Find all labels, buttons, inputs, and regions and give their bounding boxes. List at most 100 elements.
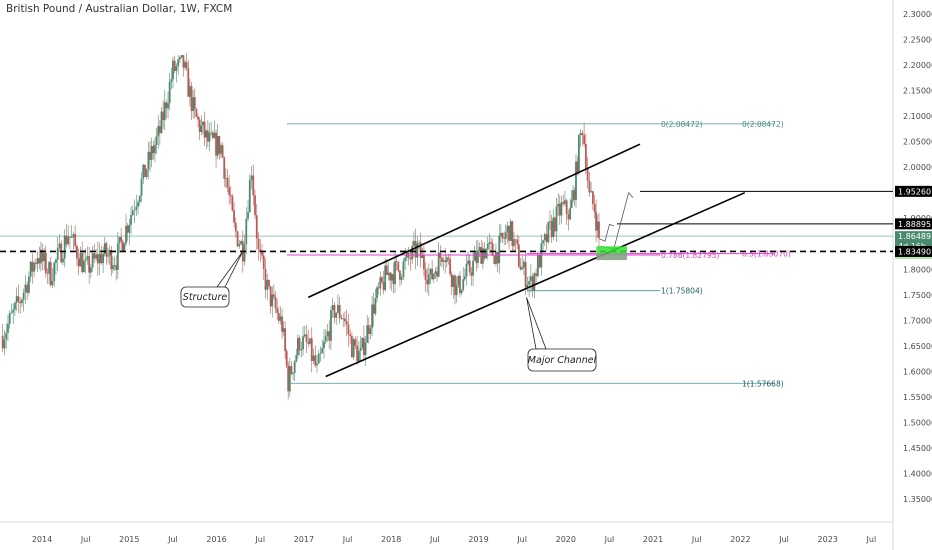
candle-body xyxy=(133,209,136,211)
price-tick-label: 1.75000 xyxy=(903,291,932,300)
candle-body xyxy=(397,261,400,271)
candle-body xyxy=(460,289,463,294)
candle-body xyxy=(491,243,494,256)
candle-body xyxy=(163,102,166,121)
candle-body xyxy=(508,225,510,241)
candle-body xyxy=(226,178,229,188)
candle-body xyxy=(170,79,173,83)
candle-body xyxy=(138,195,141,203)
major-channel-callout-pointer xyxy=(526,297,547,350)
candle-body xyxy=(581,132,584,136)
price-tag-1.95260: 1.95260 xyxy=(895,185,932,197)
candle-body xyxy=(91,253,94,268)
candle-body xyxy=(338,304,341,319)
time-axis[interactable]: 2014 Jul 2015 Jul 2016 Jul 2017 Jul 2018 Jul 2019 J… xyxy=(32,535,876,544)
candle-body xyxy=(168,82,171,104)
candle-body xyxy=(588,180,591,193)
candle-body xyxy=(142,164,145,179)
channel-upper-line[interactable] xyxy=(307,143,641,299)
candle-body xyxy=(402,261,405,277)
candle-body xyxy=(319,353,322,354)
candle-body xyxy=(116,243,119,270)
price-tick-label: 1.70000 xyxy=(903,316,932,325)
candle-body xyxy=(309,338,311,344)
candle-body xyxy=(81,253,84,273)
candle-body xyxy=(213,132,216,138)
candle-body xyxy=(366,325,369,343)
candle-body xyxy=(445,257,448,262)
structure-callout[interactable]: Structure xyxy=(180,251,244,308)
candle-body xyxy=(302,336,304,350)
candle-body xyxy=(558,203,561,216)
candle-body xyxy=(441,257,443,262)
time-tick-label: 2017 xyxy=(294,535,314,544)
candle-body xyxy=(274,296,277,309)
major-channel-callout[interactable]: Major Channel xyxy=(526,297,597,372)
candle-body xyxy=(215,132,217,156)
candle-body xyxy=(331,305,334,311)
candle-body xyxy=(485,249,488,259)
price-tick-label: 1.45000 xyxy=(903,444,932,453)
candle-body xyxy=(3,339,6,349)
candle-body xyxy=(555,206,558,232)
candle-body xyxy=(180,55,183,58)
candle-body xyxy=(185,62,188,69)
candle-body xyxy=(472,260,474,276)
candle-body xyxy=(516,239,519,245)
candle-body xyxy=(394,261,396,285)
time-tick-label: Jul xyxy=(429,535,440,544)
candle-body xyxy=(21,299,23,304)
candle-body xyxy=(157,126,160,137)
candle-body xyxy=(423,255,425,270)
candle-body xyxy=(462,279,465,290)
candle-body xyxy=(560,202,563,216)
candle-body xyxy=(503,238,506,239)
candle-body xyxy=(590,191,593,193)
price-tick-label: 1.80000 xyxy=(903,265,932,274)
candle-body xyxy=(328,331,331,341)
stop-zone-box[interactable] xyxy=(596,253,627,261)
candle-body xyxy=(323,341,325,349)
major-channel-callout-text: Major Channel xyxy=(528,355,597,366)
candle-body xyxy=(535,273,538,276)
candle-body xyxy=(120,237,123,242)
candle-body xyxy=(344,318,346,322)
candle-body xyxy=(19,301,22,304)
price-tick-label: 1.40000 xyxy=(903,469,932,478)
candle-body xyxy=(529,276,532,282)
candle-body xyxy=(268,279,270,287)
channel-lower-line[interactable] xyxy=(325,191,746,378)
candle-body xyxy=(234,222,237,232)
candle-body xyxy=(218,136,221,154)
candle-body xyxy=(576,161,579,173)
candle-body xyxy=(89,267,92,273)
candle-body xyxy=(261,252,263,256)
entry-zone-box[interactable] xyxy=(596,246,627,254)
candle-body xyxy=(240,241,242,245)
candle-body xyxy=(206,130,209,142)
candle-body xyxy=(528,281,531,285)
candle-body xyxy=(198,119,201,133)
candle-body xyxy=(100,253,103,264)
candle-body xyxy=(228,187,231,195)
candle-body xyxy=(584,143,587,169)
candle-body xyxy=(399,270,401,280)
candle-body xyxy=(369,328,372,334)
candle-body xyxy=(337,304,339,313)
candle-body xyxy=(220,145,222,154)
candle-body xyxy=(70,237,73,238)
candle-body xyxy=(404,257,407,262)
candle-body xyxy=(431,268,434,280)
candle-body xyxy=(429,268,432,275)
candle-body xyxy=(340,318,343,319)
time-tick-label: Jul xyxy=(691,535,702,544)
candle-body xyxy=(224,178,227,179)
chart-title: British Pound / Australian Dollar, 1W, F… xyxy=(6,3,233,15)
candle-body xyxy=(526,284,529,288)
candle-body xyxy=(444,260,447,262)
candle-body xyxy=(149,151,151,160)
candle-body xyxy=(131,210,134,216)
candle-body xyxy=(356,345,359,362)
candle-body xyxy=(140,178,143,196)
